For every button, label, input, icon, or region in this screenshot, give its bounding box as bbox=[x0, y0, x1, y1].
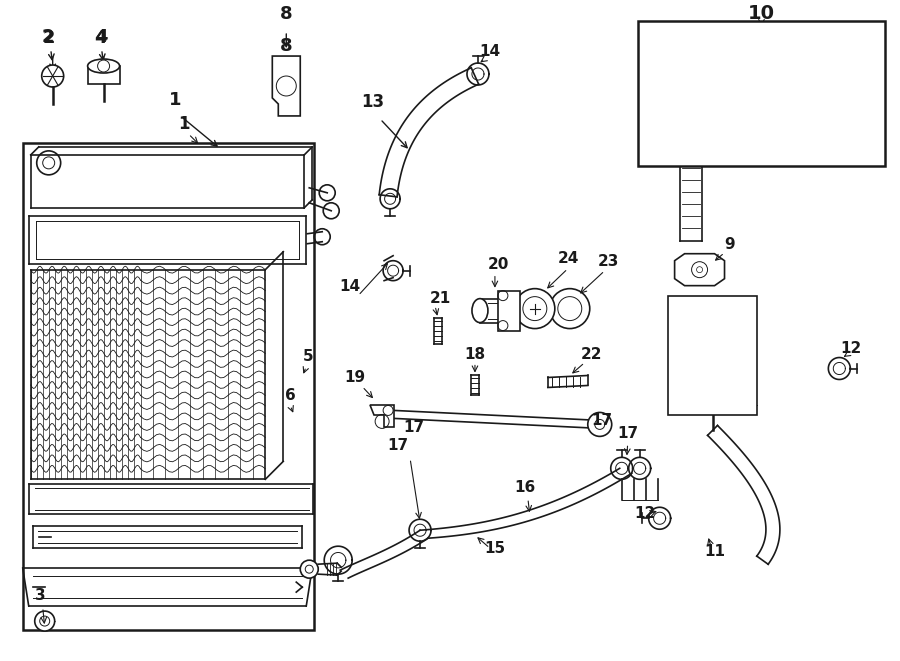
Text: 2: 2 bbox=[41, 28, 54, 46]
Text: 23: 23 bbox=[598, 254, 619, 268]
Text: 17: 17 bbox=[388, 438, 409, 453]
Text: 24: 24 bbox=[558, 251, 580, 266]
Bar bbox=[498, 291, 520, 330]
Text: 14: 14 bbox=[339, 279, 361, 293]
Text: 14: 14 bbox=[480, 44, 500, 59]
Ellipse shape bbox=[472, 299, 488, 323]
Text: 11: 11 bbox=[704, 544, 725, 559]
Text: 4: 4 bbox=[95, 28, 108, 46]
Text: 16: 16 bbox=[514, 481, 536, 495]
Circle shape bbox=[276, 76, 296, 96]
Circle shape bbox=[550, 289, 590, 329]
Bar bbox=[668, 295, 758, 415]
Text: 1: 1 bbox=[169, 91, 182, 109]
Text: 17: 17 bbox=[403, 420, 425, 436]
Ellipse shape bbox=[526, 299, 543, 323]
Text: 17: 17 bbox=[591, 413, 612, 428]
Text: 7: 7 bbox=[688, 127, 698, 142]
Text: 18: 18 bbox=[464, 346, 485, 362]
Bar bbox=[638, 21, 886, 166]
Ellipse shape bbox=[87, 59, 120, 73]
Text: 6: 6 bbox=[285, 389, 296, 403]
Bar bbox=[22, 143, 314, 630]
Text: 2: 2 bbox=[42, 29, 55, 47]
Polygon shape bbox=[273, 56, 301, 116]
Polygon shape bbox=[370, 405, 394, 428]
Bar bbox=[87, 66, 120, 84]
Text: 12: 12 bbox=[841, 340, 862, 356]
Text: 4: 4 bbox=[94, 29, 107, 47]
Text: 9: 9 bbox=[724, 237, 734, 252]
Circle shape bbox=[41, 65, 64, 87]
Text: 10: 10 bbox=[748, 4, 775, 23]
Circle shape bbox=[35, 611, 55, 631]
Text: 8: 8 bbox=[280, 37, 292, 55]
Text: 12: 12 bbox=[634, 506, 655, 522]
Text: 1: 1 bbox=[177, 115, 189, 133]
Text: 13: 13 bbox=[362, 93, 384, 111]
Polygon shape bbox=[675, 254, 724, 286]
Text: 22: 22 bbox=[581, 346, 602, 362]
Text: 3: 3 bbox=[35, 588, 46, 603]
Circle shape bbox=[588, 412, 612, 436]
Text: 21: 21 bbox=[430, 291, 451, 305]
Text: 8: 8 bbox=[280, 5, 292, 23]
Circle shape bbox=[515, 289, 554, 329]
Text: 17: 17 bbox=[617, 426, 638, 442]
Circle shape bbox=[97, 60, 110, 72]
Text: 5: 5 bbox=[303, 348, 313, 364]
Circle shape bbox=[301, 560, 319, 578]
Text: 20: 20 bbox=[488, 256, 509, 272]
Text: 15: 15 bbox=[484, 541, 506, 556]
Text: 19: 19 bbox=[345, 370, 365, 385]
